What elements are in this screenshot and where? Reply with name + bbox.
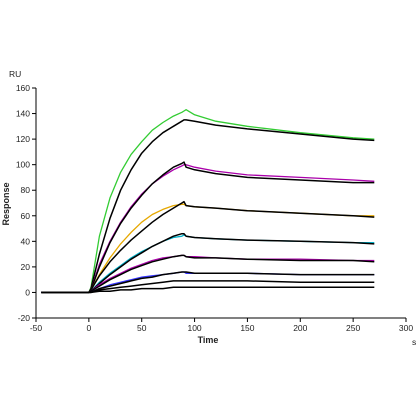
y-tick-label: 100: [16, 160, 30, 170]
x-tick-label: 0: [86, 323, 91, 333]
y-tick-label: 80: [21, 185, 31, 195]
x-ticks: -50 0 50 100 150 200 250 300: [30, 318, 413, 333]
series-line-3: [41, 164, 375, 294]
x-tick-label: 200: [293, 323, 307, 333]
series-line-2: [41, 119, 375, 294]
y-unit-label: RU: [9, 69, 21, 79]
x-axis-title: Time: [198, 335, 219, 345]
y-tick-label: 0: [25, 287, 30, 297]
x-tick-label: 100: [187, 323, 201, 333]
series-line-4: [41, 161, 375, 294]
x-tick-label: 50: [137, 323, 147, 333]
x-tick-label: 150: [240, 323, 254, 333]
series-line-5: [41, 203, 375, 294]
y-tick-label: 20: [21, 262, 31, 272]
y-ticks: -20 0 20 40 60 80 100 120 140 160: [16, 83, 36, 323]
y-tick-label: 120: [16, 134, 30, 144]
y-axis-title: Response: [1, 182, 11, 225]
y-tick-label: 40: [21, 236, 31, 246]
y-tick-label: -20: [18, 313, 31, 323]
series-line-1: [41, 109, 375, 294]
series-line-12: [41, 271, 375, 294]
axes-layer: [35, 88, 406, 319]
series-line-14: [41, 286, 375, 294]
x-tick-label: 250: [346, 323, 360, 333]
x-tick-label: 300: [399, 323, 413, 333]
y-tick-label: 160: [16, 83, 30, 93]
y-tick-label: 140: [16, 109, 30, 119]
x-tick-label: -50: [30, 323, 43, 333]
x-unit-label: s: [412, 337, 416, 347]
series-layer: [41, 109, 375, 294]
series-line-10: [41, 254, 375, 294]
series-line-13: [41, 280, 375, 294]
series-line-6: [41, 200, 375, 294]
series-line-8: [41, 232, 375, 294]
y-tick-label: 60: [21, 211, 31, 221]
